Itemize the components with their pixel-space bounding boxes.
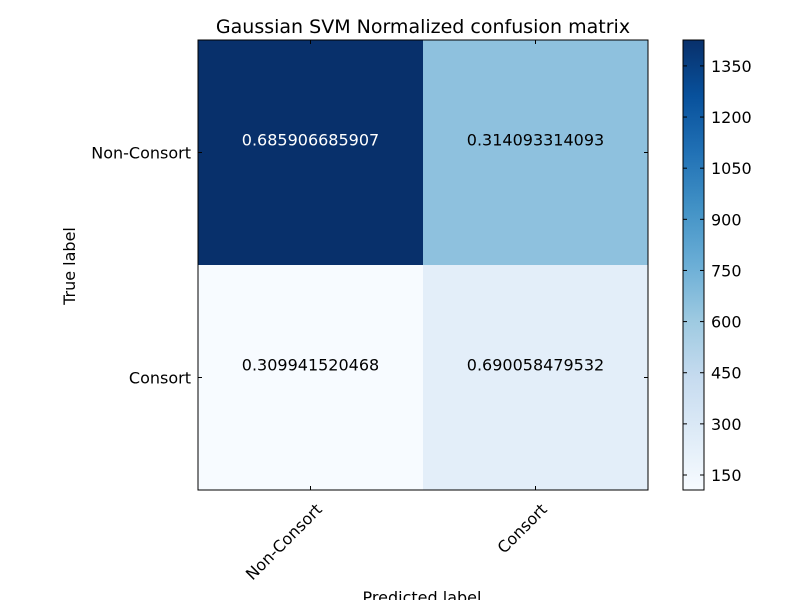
- cell-value-label: 0.690058479532: [467, 356, 604, 375]
- colorbar-tick-label: 300: [711, 415, 742, 434]
- colorbar-tick-label: 450: [711, 364, 742, 383]
- chart-title: Gaussian SVM Normalized confusion matrix: [216, 16, 630, 38]
- colorbar-tick-label: 150: [711, 466, 742, 485]
- cell-value-label: 0.314093314093: [467, 131, 604, 150]
- colorbar-tick-label: 1200: [711, 108, 752, 127]
- colorbar-tick-label: 1350: [711, 57, 752, 76]
- matrix-cell: [198, 265, 423, 490]
- x-tick-label: Non-Consort: [242, 500, 326, 584]
- cell-value-label: 0.685906685907: [242, 131, 379, 150]
- y-axis-label: True label: [60, 227, 79, 306]
- matrix-cell: [423, 40, 648, 265]
- plot-frame: [197, 39, 649, 491]
- colorbar-tick-label: 600: [711, 313, 742, 332]
- matrix-cell: [198, 40, 423, 265]
- colorbar-tick-label: 750: [711, 261, 742, 280]
- colorbar-tick-label: 1050: [711, 159, 752, 178]
- x-axis-label: Predicted label: [363, 588, 482, 600]
- matrix-cell: [423, 265, 648, 490]
- colorbar-tick-label: 900: [711, 210, 742, 229]
- x-tick-label: Consort: [493, 500, 550, 557]
- y-tick-label: Consort: [129, 369, 191, 388]
- y-tick-label: Non-Consort: [91, 144, 191, 163]
- colorbar: [682, 39, 705, 491]
- cell-value-label: 0.309941520468: [242, 356, 379, 375]
